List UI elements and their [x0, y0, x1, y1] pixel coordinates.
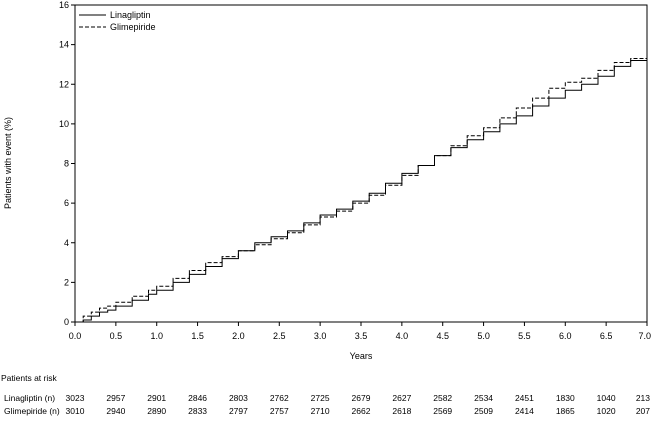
risk-value: 2803 — [229, 393, 248, 403]
y-axis-title: Patients with event (%) — [3, 117, 13, 209]
risk-value: 2451 — [515, 393, 534, 403]
x-tick-label: 6.5 — [600, 331, 613, 341]
y-tick-label: 12 — [59, 79, 69, 89]
x-tick-label: 2.5 — [273, 331, 286, 341]
y-tick-label: 2 — [64, 277, 69, 287]
y-tick-label: 14 — [59, 40, 69, 50]
risk-value: 2797 — [229, 406, 248, 416]
risk-value: 213 — [636, 393, 650, 403]
risk-value: 2710 — [311, 406, 330, 416]
y-tick-label: 8 — [64, 159, 69, 169]
risk-value: 3023 — [66, 393, 85, 403]
x-axis: 0.0 0.5 1.0 1.5 2.0 2.5 3.0 3.5 4.0 4.5 5.0 5.5 6.0 6… — [69, 322, 651, 341]
risk-table: Linagliptin (n) 3023 2957 2901 2846 2803 2762 2… — [4, 393, 650, 416]
risk-value: 2901 — [147, 393, 166, 403]
legend-label: Glimepiride — [110, 22, 156, 32]
risk-value: 2757 — [270, 406, 289, 416]
x-tick-label: 3.5 — [355, 331, 368, 341]
legend-label: Linagliptin — [110, 10, 151, 20]
x-tick-label: 5.5 — [518, 331, 531, 341]
y-tick-label: 4 — [64, 238, 69, 248]
x-tick-label: 5.0 — [477, 331, 490, 341]
risk-value: 207 — [636, 406, 650, 416]
series-layer — [75, 58, 647, 323]
series-line-linagliptin — [75, 60, 647, 323]
risk-value: 2846 — [188, 393, 207, 403]
risk-value: 2679 — [352, 393, 371, 403]
risk-value: 2762 — [270, 393, 289, 403]
risk-value: 3010 — [66, 406, 85, 416]
risk-row-label: Glimepiride (n) — [4, 406, 60, 416]
x-tick-label: 3.0 — [314, 331, 327, 341]
risk-value: 2534 — [474, 393, 493, 403]
x-tick-label: 7.0 — [638, 331, 651, 341]
y-tick-label: 6 — [64, 198, 69, 208]
risk-value: 2890 — [147, 406, 166, 416]
x-tick-label: 4.5 — [436, 331, 449, 341]
x-tick-label: 2.0 — [232, 331, 245, 341]
risk-row-label: Linagliptin (n) — [4, 393, 55, 403]
risk-value: 1040 — [597, 393, 616, 403]
y-tick-label: 0 — [64, 317, 69, 327]
x-tick-label: 6.0 — [559, 331, 572, 341]
legend: Linagliptin Glimepiride — [79, 10, 156, 32]
risk-value: 2833 — [188, 406, 207, 416]
risk-value: 2662 — [352, 406, 371, 416]
risk-value: 2957 — [106, 393, 125, 403]
risk-value: 1865 — [556, 406, 575, 416]
risk-value: 2414 — [515, 406, 534, 416]
series-line-glimepiride — [75, 58, 647, 323]
risk-value: 1830 — [556, 393, 575, 403]
x-axis-title: Years — [350, 351, 373, 361]
x-tick-label: 0.0 — [69, 331, 82, 341]
x-tick-label: 1.0 — [150, 331, 163, 341]
risk-value: 2725 — [311, 393, 330, 403]
risk-value: 1020 — [597, 406, 616, 416]
plot-frame — [74, 4, 648, 323]
risk-value: 2627 — [392, 393, 411, 403]
y-axis: 0 2 4 6 8 10 12 14 16 — [59, 0, 75, 327]
risk-value: 2618 — [392, 406, 411, 416]
x-tick-label: 4.0 — [396, 331, 409, 341]
risk-value: 2569 — [433, 406, 452, 416]
risk-value: 2940 — [106, 406, 125, 416]
risk-value: 2509 — [474, 406, 493, 416]
x-tick-label: 0.5 — [110, 331, 123, 341]
y-tick-label: 10 — [59, 119, 69, 129]
risk-value: 2582 — [433, 393, 452, 403]
risk-table-title: Patients at risk — [1, 373, 57, 383]
y-tick-label: 16 — [59, 0, 69, 10]
x-tick-label: 1.5 — [191, 331, 204, 341]
